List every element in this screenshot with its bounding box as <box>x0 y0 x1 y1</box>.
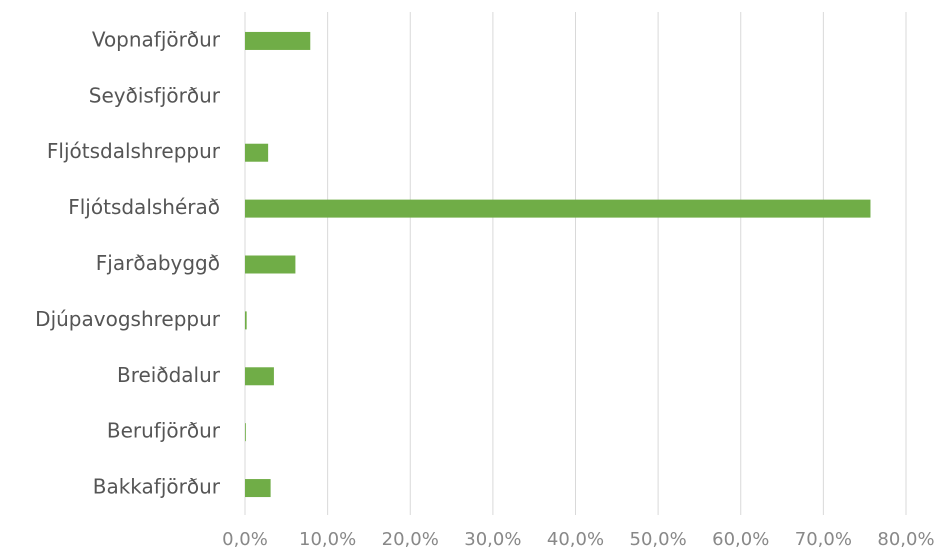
x-tick-label: 70,0% <box>795 529 852 550</box>
y-tick-label: Berufjörður <box>107 419 221 443</box>
bar <box>245 423 246 442</box>
bar <box>245 143 269 162</box>
y-tick-label: Vopnafjörður <box>92 27 221 51</box>
bar <box>245 199 871 218</box>
x-tick-label: 40,0% <box>547 529 604 550</box>
bar <box>245 311 247 330</box>
x-tick-label: 0,0% <box>222 529 268 550</box>
bar <box>245 255 296 274</box>
x-tick-label: 20,0% <box>382 529 439 550</box>
x-tick-label: 80,0% <box>877 529 934 550</box>
y-tick-label: Bakkafjörður <box>93 475 221 499</box>
x-tick-label: 50,0% <box>630 529 687 550</box>
y-tick-label: Fljótsdalshérað <box>68 195 220 219</box>
x-tick-label: 60,0% <box>712 529 769 550</box>
y-tick-label: Fljótsdalshreppur <box>47 139 221 163</box>
bar <box>245 479 271 498</box>
y-tick-label: Fjarðabyggð <box>96 251 220 275</box>
bar <box>245 31 311 50</box>
y-tick-label: Seyðisfjörður <box>89 83 221 107</box>
x-tick-label: 10,0% <box>299 529 356 550</box>
bar <box>245 367 274 386</box>
y-tick-label: Breiðdalur <box>117 363 221 387</box>
y-tick-label: Djúpavogshreppur <box>35 307 221 331</box>
x-tick-label: 30,0% <box>464 529 521 550</box>
